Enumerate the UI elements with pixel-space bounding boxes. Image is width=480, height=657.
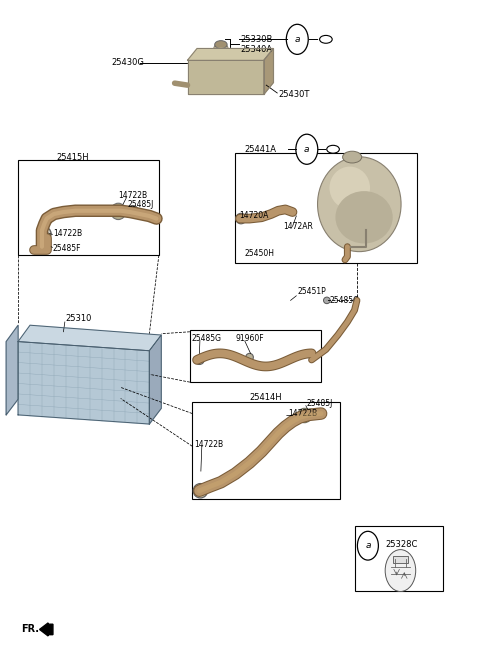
- Text: 14722B: 14722B: [194, 440, 223, 449]
- Polygon shape: [188, 49, 274, 60]
- Ellipse shape: [327, 145, 339, 153]
- Ellipse shape: [297, 408, 312, 422]
- Ellipse shape: [305, 409, 316, 419]
- Ellipse shape: [320, 35, 332, 43]
- Ellipse shape: [343, 151, 362, 163]
- Text: FR.: FR.: [22, 624, 39, 635]
- FancyBboxPatch shape: [393, 556, 408, 562]
- Text: 25415H: 25415H: [56, 152, 89, 162]
- Text: 25328C: 25328C: [385, 540, 418, 549]
- FancyArrow shape: [39, 623, 53, 636]
- Text: a: a: [304, 145, 310, 154]
- Text: 25310: 25310: [66, 314, 92, 323]
- Text: 14722B: 14722B: [53, 229, 82, 238]
- Circle shape: [286, 24, 308, 55]
- Text: a: a: [295, 35, 300, 44]
- Polygon shape: [264, 49, 274, 95]
- Text: 25340A: 25340A: [240, 45, 272, 55]
- Ellipse shape: [127, 206, 139, 217]
- Text: 1472AR: 1472AR: [283, 222, 313, 231]
- Ellipse shape: [329, 167, 370, 209]
- Circle shape: [385, 550, 416, 591]
- Ellipse shape: [236, 214, 246, 224]
- Circle shape: [296, 134, 318, 164]
- Text: 25430T: 25430T: [278, 90, 310, 99]
- Text: 25485G: 25485G: [330, 296, 360, 305]
- Polygon shape: [149, 335, 161, 424]
- Text: 91960F: 91960F: [235, 334, 264, 344]
- Text: 25485G: 25485G: [192, 334, 221, 343]
- Ellipse shape: [195, 355, 204, 365]
- Text: a: a: [365, 541, 371, 550]
- Text: 25450H: 25450H: [245, 250, 275, 258]
- Text: 25414H: 25414H: [250, 393, 282, 401]
- Text: 25485F: 25485F: [53, 244, 82, 253]
- Polygon shape: [6, 325, 18, 415]
- Ellipse shape: [336, 191, 393, 244]
- Text: 25485J: 25485J: [128, 200, 154, 209]
- Text: 25451P: 25451P: [297, 287, 326, 296]
- Text: 25485J: 25485J: [307, 399, 333, 408]
- Ellipse shape: [246, 353, 253, 361]
- Circle shape: [358, 532, 378, 560]
- Ellipse shape: [37, 227, 51, 240]
- Polygon shape: [18, 325, 161, 351]
- Text: 25441A: 25441A: [245, 145, 277, 154]
- Text: 14722B: 14722B: [118, 191, 147, 200]
- Text: 14722B: 14722B: [288, 409, 317, 418]
- Ellipse shape: [324, 297, 330, 304]
- Text: 25330B: 25330B: [240, 35, 272, 44]
- Ellipse shape: [318, 157, 401, 252]
- Ellipse shape: [40, 230, 48, 237]
- Polygon shape: [188, 60, 264, 95]
- Ellipse shape: [215, 41, 227, 49]
- Ellipse shape: [196, 487, 204, 495]
- Text: 25430G: 25430G: [111, 58, 144, 68]
- Ellipse shape: [214, 43, 228, 54]
- Polygon shape: [18, 342, 149, 424]
- Ellipse shape: [111, 203, 126, 219]
- Text: 14720A: 14720A: [239, 211, 268, 220]
- Ellipse shape: [193, 484, 207, 498]
